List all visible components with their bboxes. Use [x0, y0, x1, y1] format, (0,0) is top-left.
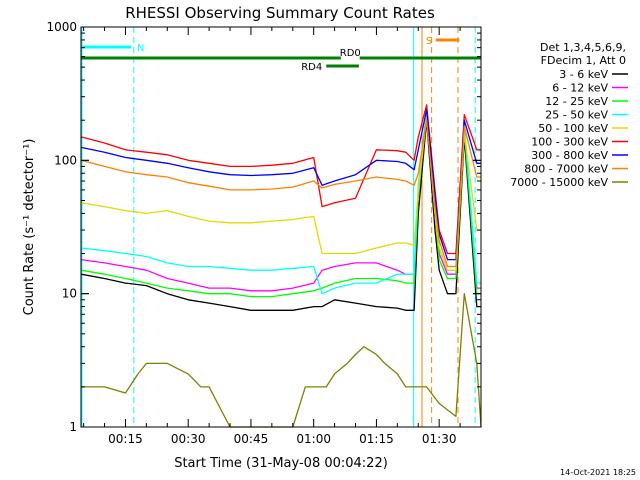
legend: Det 1,3,4,5,6,9, FDecim 1, Att 0 3 - 6 k… [510, 41, 628, 189]
legend-label-5: 100 - 300 keV [531, 136, 608, 149]
series-line-2 [80, 114, 481, 298]
legend-label-1: 6 - 12 keV [552, 82, 608, 95]
footer-timestamp: 14-Oct-2021 18:25 [560, 468, 636, 477]
series-line-0 [80, 119, 481, 311]
x-tick-label: 00:30 [171, 432, 206, 446]
y-axis: 1 10 100 1000 [46, 20, 481, 434]
series-lines [80, 104, 482, 428]
plot-frame [80, 26, 482, 428]
series-line-8 [81, 293, 482, 428]
legend-label-4: 50 - 100 keV [538, 122, 608, 135]
legend-label-0: 3 - 6 keV [559, 68, 608, 81]
series-line-4 [80, 116, 481, 271]
legend-label-8: 7000 - 15000 keV [510, 176, 608, 189]
chart-title: RHESSI Observing Summary Count Rates [125, 4, 435, 22]
legend-label-2: 12 - 25 keV [545, 95, 608, 108]
y-tick-label: 10 [62, 287, 77, 301]
x-tick-label: 00:45 [234, 432, 269, 446]
x-axis-label: Start Time (31-May-08 00:04:22) [174, 456, 388, 471]
annotation-n-label: N [137, 43, 144, 54]
annotation-s-label: S [426, 36, 432, 47]
legend-label-7: 800 - 7000 keV [524, 163, 608, 176]
y-tick-label: 1000 [46, 20, 77, 34]
x-axis: 00:15 00:30 00:45 01:00 01:15 01:30 [83, 27, 482, 446]
annotation-bars: N S RD0 RD4 [81, 36, 481, 73]
series-line-1 [81, 111, 481, 292]
annotation-rd0-label: RD0 [340, 48, 361, 59]
x-tick-label: 01:00 [296, 432, 331, 446]
x-tick-label: 00:15 [108, 432, 143, 446]
series-line-5 [80, 104, 481, 255]
y-tick-label: 100 [54, 153, 77, 167]
series-line-7 [80, 119, 481, 268]
x-tick-label: 01:30 [422, 432, 457, 446]
y-tick-label: 1 [69, 420, 77, 434]
legend-label-6: 300 - 800 keV [531, 149, 608, 162]
legend-header-line-1: Det 1,3,4,5,6,9, [540, 41, 626, 54]
legend-label-3: 25 - 50 keV [545, 109, 608, 122]
x-tick-label: 01:15 [359, 432, 394, 446]
series-line-6 [80, 108, 481, 261]
annotation-rd4-label: RD4 [301, 62, 322, 73]
y-axis-label: Count Rate (s⁻¹ detector⁻¹) [22, 139, 37, 316]
legend-header-line-2: FDecim 1, Att 0 [541, 54, 626, 67]
